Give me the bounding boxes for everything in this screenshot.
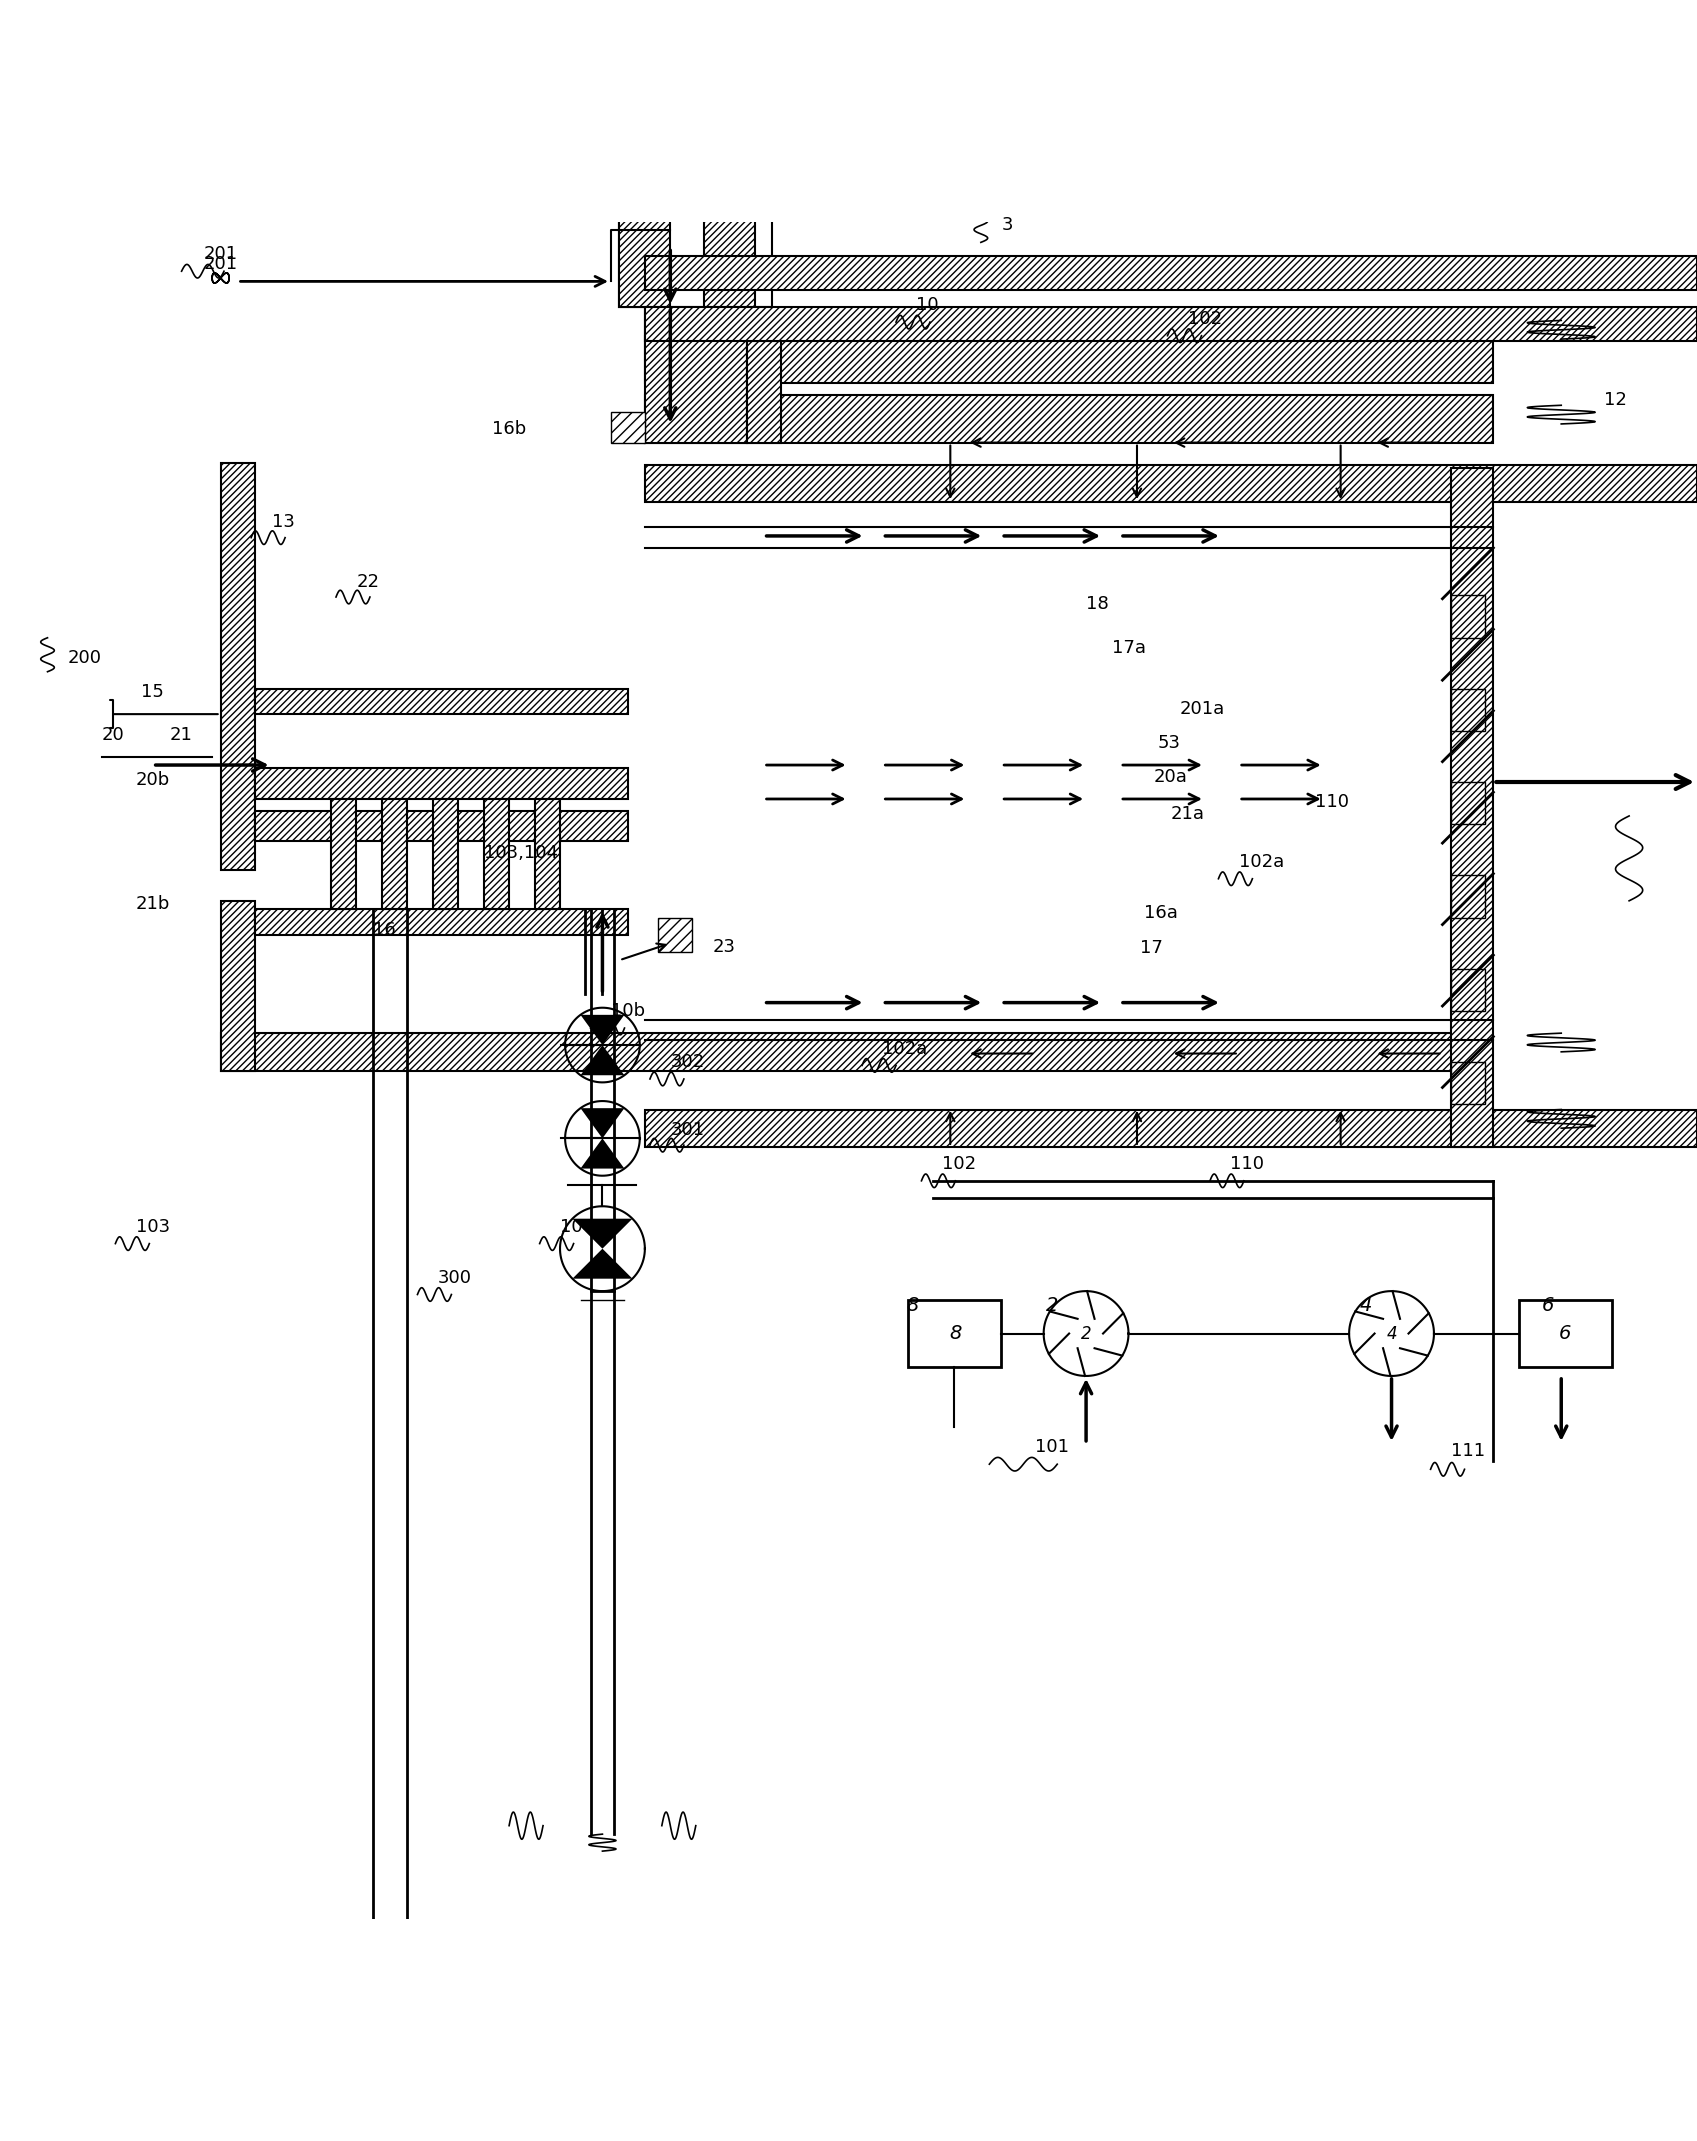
FancyBboxPatch shape bbox=[1451, 1062, 1485, 1105]
Text: 8: 8 bbox=[949, 1323, 962, 1342]
Text: 3: 3 bbox=[1001, 216, 1013, 236]
FancyBboxPatch shape bbox=[645, 240, 747, 443]
FancyBboxPatch shape bbox=[221, 901, 255, 1070]
Text: 13: 13 bbox=[272, 514, 294, 531]
FancyBboxPatch shape bbox=[645, 306, 1697, 340]
Text: 53: 53 bbox=[1157, 734, 1181, 751]
Text: 20: 20 bbox=[102, 726, 124, 743]
FancyBboxPatch shape bbox=[1451, 595, 1485, 638]
FancyBboxPatch shape bbox=[1519, 1300, 1612, 1368]
FancyBboxPatch shape bbox=[619, 206, 670, 306]
FancyBboxPatch shape bbox=[255, 811, 628, 841]
Text: 201: 201 bbox=[204, 246, 238, 263]
Text: 102a: 102a bbox=[882, 1041, 928, 1058]
FancyBboxPatch shape bbox=[619, 206, 772, 306]
Text: 10b: 10b bbox=[611, 1002, 645, 1021]
FancyBboxPatch shape bbox=[1451, 876, 1485, 918]
Text: 12: 12 bbox=[1604, 392, 1626, 409]
Text: 20b: 20b bbox=[136, 771, 170, 790]
Text: 6: 6 bbox=[1541, 1297, 1554, 1315]
Text: 102: 102 bbox=[942, 1154, 976, 1173]
FancyBboxPatch shape bbox=[645, 336, 1493, 383]
Text: 17a: 17a bbox=[1112, 638, 1145, 657]
FancyBboxPatch shape bbox=[255, 689, 628, 715]
Text: 16b: 16b bbox=[492, 420, 526, 439]
Text: 2: 2 bbox=[1081, 1325, 1091, 1342]
Text: 104: 104 bbox=[560, 1218, 594, 1235]
Text: 8: 8 bbox=[906, 1297, 920, 1315]
FancyBboxPatch shape bbox=[611, 411, 645, 443]
FancyBboxPatch shape bbox=[645, 1109, 1697, 1148]
Text: 103,104: 103,104 bbox=[484, 844, 558, 863]
FancyBboxPatch shape bbox=[331, 799, 356, 910]
Polygon shape bbox=[572, 1248, 633, 1278]
Text: 110: 110 bbox=[1230, 1154, 1264, 1173]
Text: 15: 15 bbox=[141, 683, 165, 700]
FancyBboxPatch shape bbox=[382, 799, 407, 910]
Text: 21: 21 bbox=[170, 726, 192, 743]
FancyBboxPatch shape bbox=[1451, 781, 1485, 824]
Text: 17: 17 bbox=[1140, 940, 1162, 957]
FancyBboxPatch shape bbox=[433, 799, 458, 910]
FancyBboxPatch shape bbox=[221, 1034, 1476, 1070]
Text: 300: 300 bbox=[438, 1270, 472, 1287]
Polygon shape bbox=[580, 1015, 624, 1045]
Text: 103: 103 bbox=[136, 1218, 170, 1235]
Text: 16: 16 bbox=[373, 921, 395, 938]
Text: 302: 302 bbox=[670, 1053, 704, 1070]
Text: 23: 23 bbox=[713, 938, 736, 955]
FancyBboxPatch shape bbox=[255, 910, 628, 936]
Polygon shape bbox=[580, 1139, 624, 1169]
FancyBboxPatch shape bbox=[645, 465, 1697, 501]
Text: 111: 111 bbox=[1451, 1441, 1485, 1460]
FancyBboxPatch shape bbox=[535, 799, 560, 910]
FancyBboxPatch shape bbox=[255, 769, 628, 799]
Text: 110: 110 bbox=[1315, 794, 1349, 811]
FancyBboxPatch shape bbox=[1451, 469, 1493, 1148]
Text: 2: 2 bbox=[1045, 1297, 1059, 1315]
Text: 18: 18 bbox=[1086, 595, 1108, 612]
FancyBboxPatch shape bbox=[658, 918, 692, 953]
FancyBboxPatch shape bbox=[645, 257, 1697, 289]
FancyBboxPatch shape bbox=[221, 462, 255, 869]
Text: 21b: 21b bbox=[136, 895, 170, 914]
Text: 201a: 201a bbox=[1179, 700, 1225, 717]
Polygon shape bbox=[580, 1045, 624, 1075]
FancyBboxPatch shape bbox=[102, 747, 212, 756]
Text: 200: 200 bbox=[68, 649, 102, 668]
Text: 102: 102 bbox=[1188, 310, 1222, 328]
FancyBboxPatch shape bbox=[484, 799, 509, 910]
FancyBboxPatch shape bbox=[645, 396, 1493, 443]
Polygon shape bbox=[580, 1109, 624, 1139]
Text: 22: 22 bbox=[356, 574, 380, 591]
FancyBboxPatch shape bbox=[1451, 689, 1485, 730]
FancyBboxPatch shape bbox=[704, 206, 755, 306]
Text: 20a: 20a bbox=[1154, 769, 1188, 786]
Text: 16a: 16a bbox=[1144, 904, 1178, 923]
Text: 201: 201 bbox=[204, 255, 238, 274]
Text: 101: 101 bbox=[1035, 1439, 1069, 1456]
Text: 102a: 102a bbox=[1239, 852, 1285, 871]
FancyBboxPatch shape bbox=[908, 1300, 1001, 1368]
Text: 10: 10 bbox=[916, 295, 938, 315]
Text: 301: 301 bbox=[670, 1122, 704, 1139]
Text: 21a: 21a bbox=[1171, 805, 1205, 824]
FancyBboxPatch shape bbox=[747, 340, 781, 443]
Text: 6: 6 bbox=[1558, 1323, 1571, 1342]
Polygon shape bbox=[572, 1218, 633, 1248]
Text: 4: 4 bbox=[1386, 1325, 1397, 1342]
FancyBboxPatch shape bbox=[1451, 968, 1485, 1011]
Text: 4: 4 bbox=[1359, 1297, 1373, 1315]
